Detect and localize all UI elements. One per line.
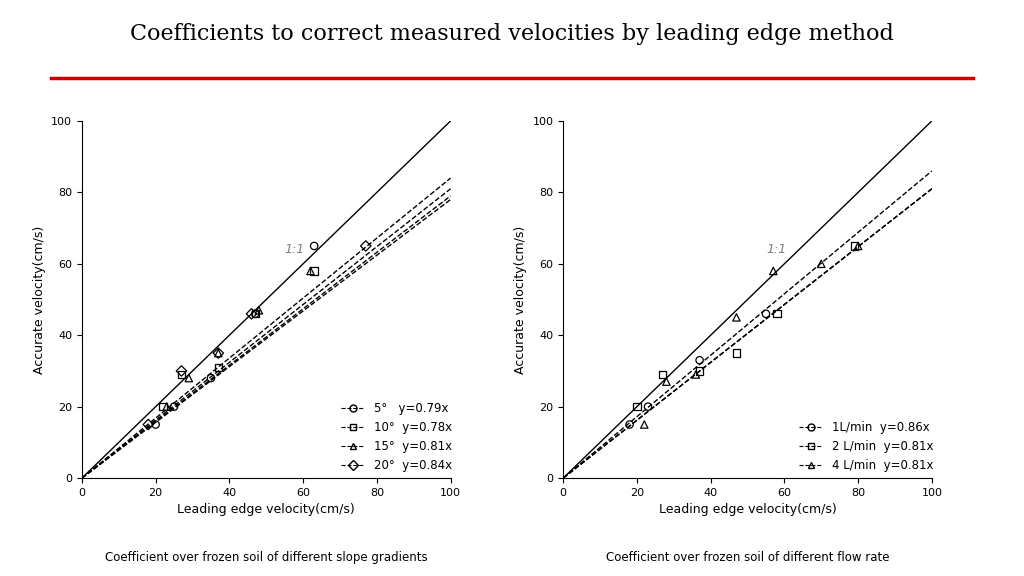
Point [846,241,862,251]
X-axis label: Leading edge velocity(cm/s): Leading edge velocity(cm/s) [658,503,837,516]
Point [147,420,164,429]
Point [728,313,744,322]
Point [306,241,323,251]
Point [302,266,318,275]
Text: Coefficients to correct measured velocities by leading edge method: Coefficients to correct measured velocit… [130,23,894,45]
Point [765,266,781,275]
Legend: 1L/min  y=0.86x, 2 L/min  y=0.81x, 4 L/min  y=0.81x: 1L/min y=0.86x, 2 L/min y=0.81x, 4 L/min… [799,422,933,472]
Text: 1:1: 1:1 [766,243,786,256]
Point [654,370,671,379]
Point [247,309,263,319]
Point [210,363,226,372]
Text: Coefficient over frozen soil of different flow rate: Coefficient over frozen soil of differen… [606,551,889,564]
Point [306,266,323,275]
Point [850,241,866,251]
Point [728,348,744,358]
Point [155,402,171,411]
Point [180,373,197,382]
Point [159,402,175,411]
Point [691,355,708,365]
Point [173,370,189,379]
Point [691,366,708,376]
Y-axis label: Accurate velocity(cm/s): Accurate velocity(cm/s) [514,225,527,374]
Point [629,402,645,411]
Point [210,348,226,358]
Point [658,377,675,386]
Point [166,402,182,411]
Point [769,309,785,319]
Point [244,309,260,319]
Text: 1:1: 1:1 [285,243,305,256]
Point [251,306,267,315]
Point [173,366,189,376]
Point [640,402,656,411]
X-axis label: Leading edge velocity(cm/s): Leading edge velocity(cm/s) [177,503,355,516]
Y-axis label: Accurate velocity(cm/s): Accurate velocity(cm/s) [33,225,46,374]
Point [813,259,829,268]
Legend: 5°   y=0.79x, 10°  y=0.78x, 15°  y=0.81x, 20°  y=0.84x: 5° y=0.79x, 10° y=0.78x, 15° y=0.81x, 20… [341,403,452,472]
Point [357,241,374,251]
Point [210,348,226,358]
Text: Coefficient over frozen soil of different slope gradients: Coefficient over frozen soil of differen… [104,551,428,564]
Point [247,309,263,319]
Point [140,420,157,429]
Point [636,420,652,429]
Point [688,370,705,379]
Point [203,373,219,382]
Point [622,420,638,429]
Point [758,309,774,319]
